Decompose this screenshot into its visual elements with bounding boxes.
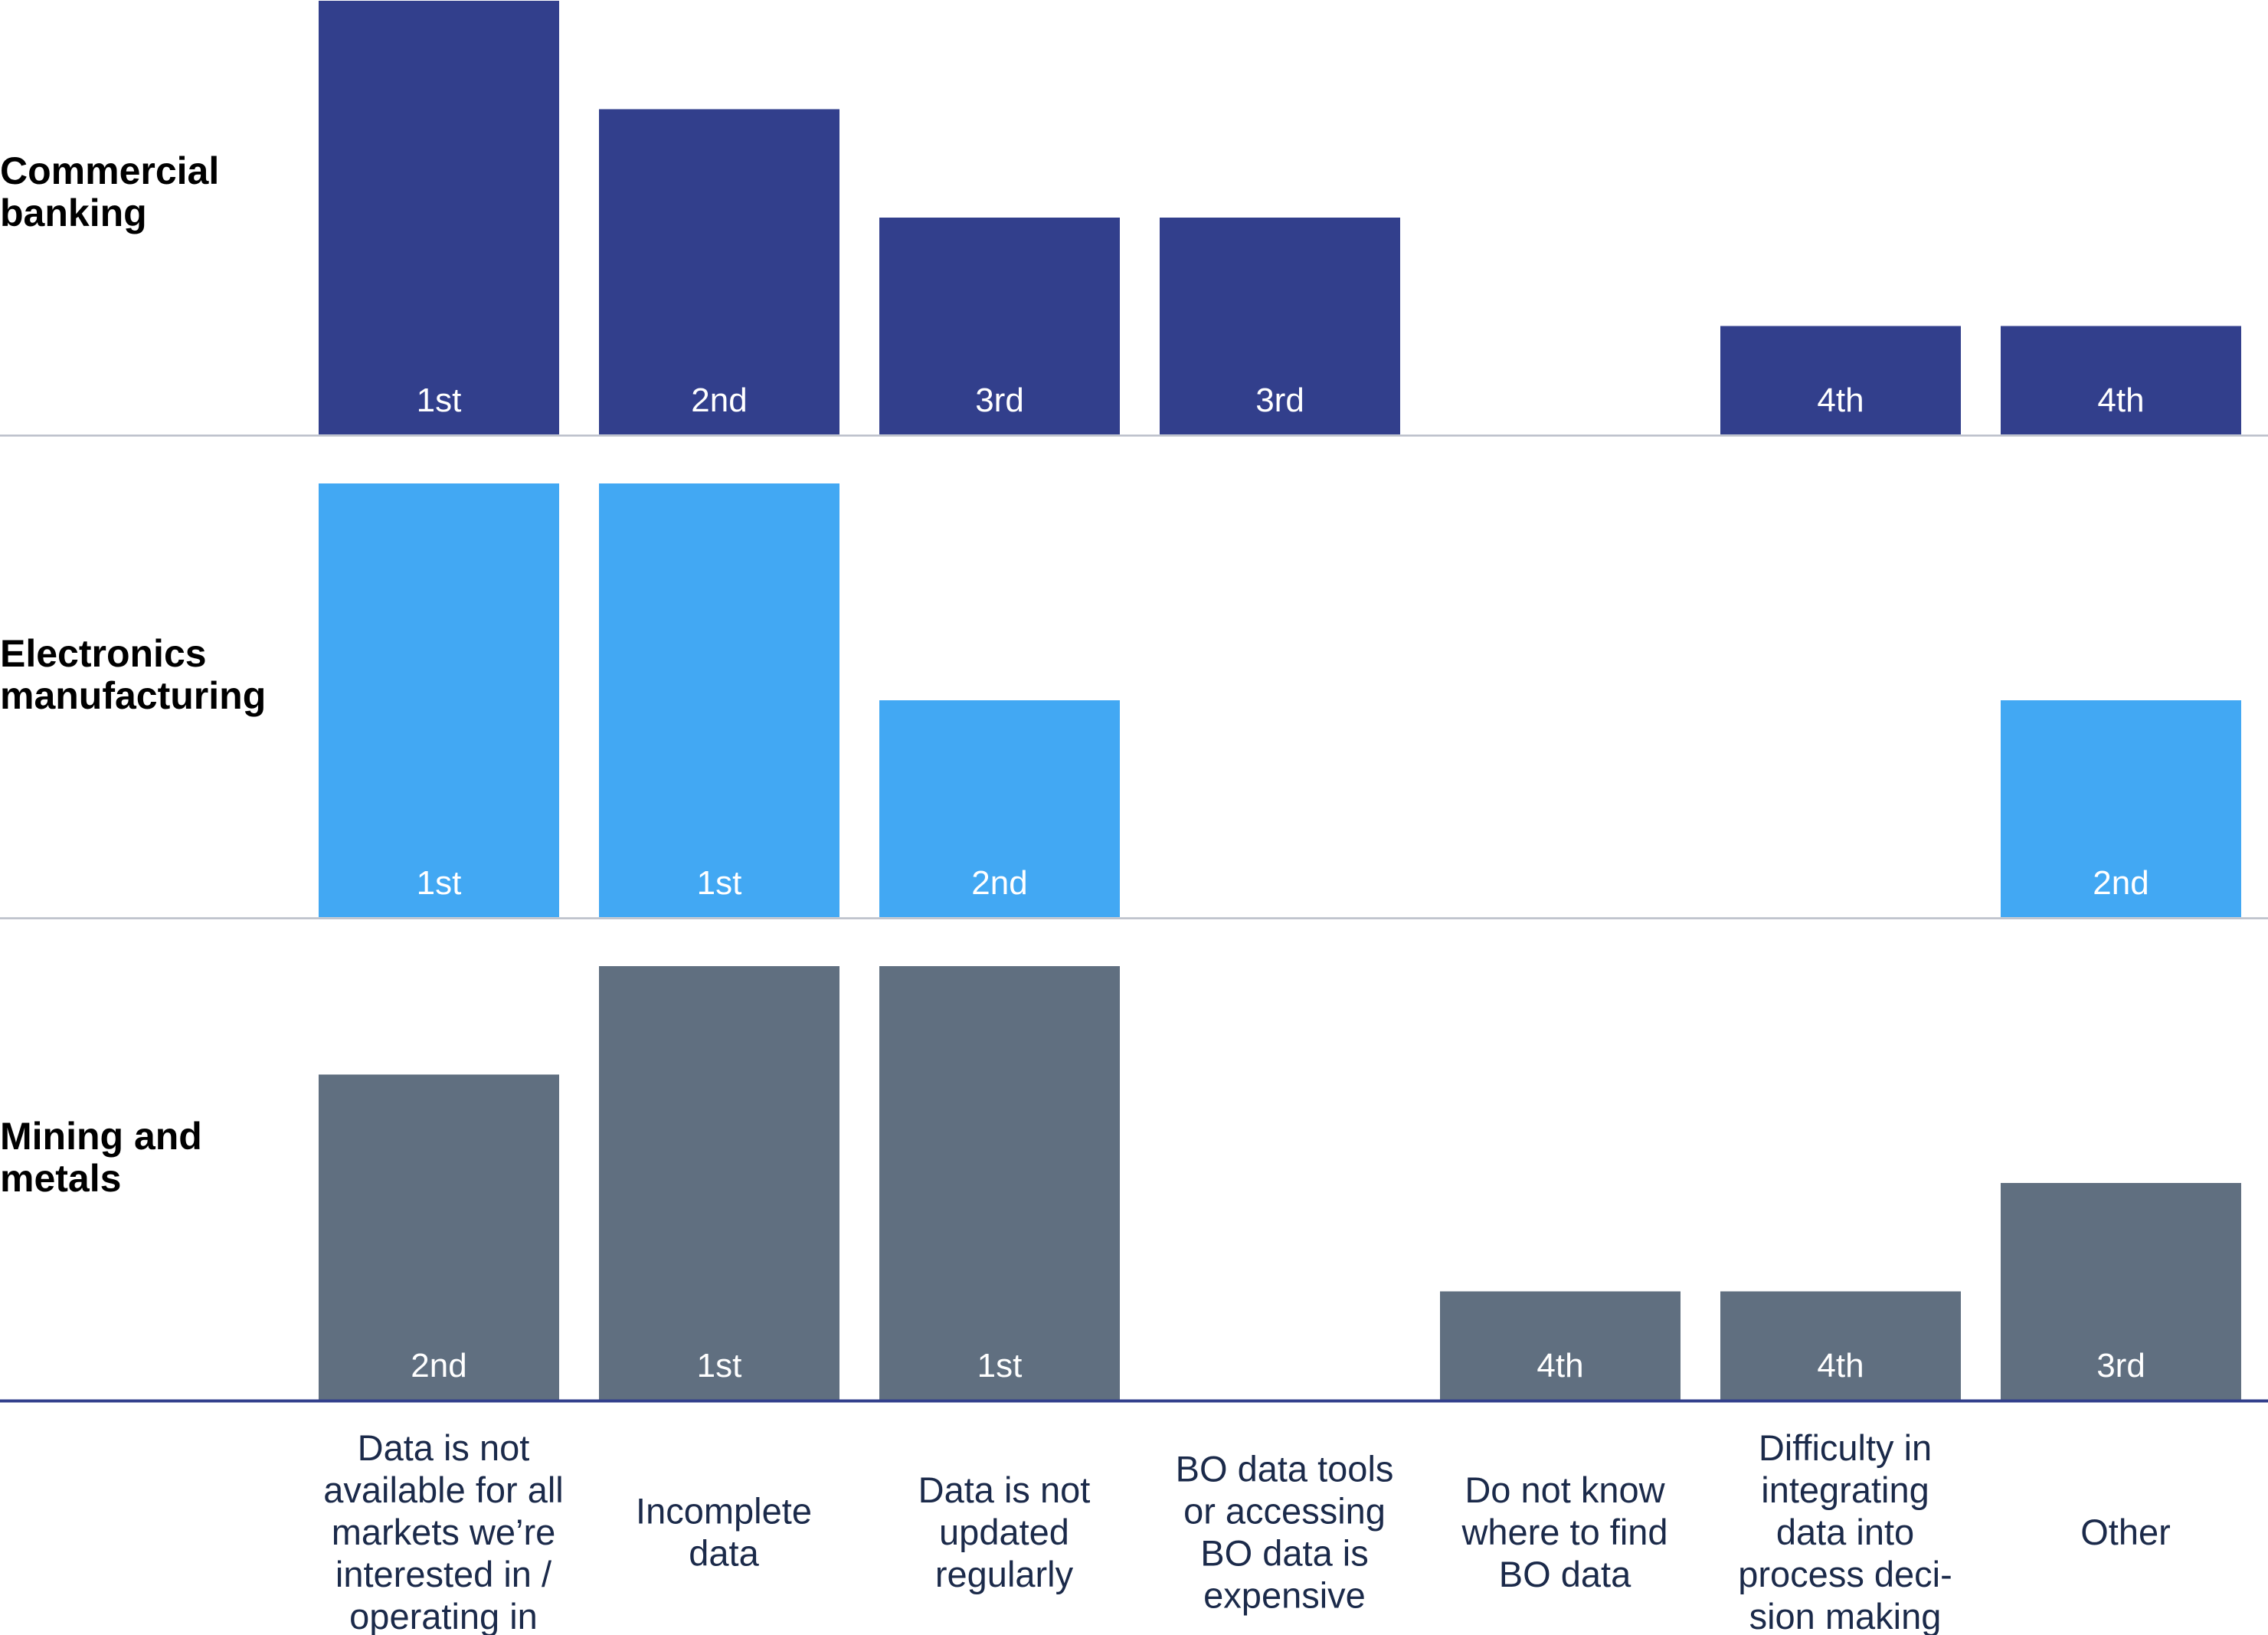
category-label-line: data [689, 1533, 759, 1574]
category-label-line: regularly [935, 1554, 1074, 1594]
row-1: Electronics manufacturing 1st 1st 2nd 2nd [0, 483, 2268, 919]
bar-rank-label: 4th [1817, 382, 1864, 419]
category-label-line: operating in [349, 1596, 538, 1635]
bar-1-2 [879, 700, 1120, 917]
bar-rank-label: 2nd [971, 864, 1027, 902]
category-label-line: BO data is [1200, 1533, 1368, 1574]
bar-2-5 [1720, 1291, 1961, 1400]
bar-0-1 [599, 109, 839, 434]
bar-2-0 [319, 1074, 559, 1400]
row-label-line: metals [0, 1157, 121, 1200]
bar-2-6 [2001, 1183, 2241, 1400]
row-0: Commercial banking 1st 2nd 3rd 3rd 4th 4th [0, 1, 2268, 437]
category-label-line: data into [1776, 1512, 1914, 1552]
category-label-line: integrating [1761, 1470, 1929, 1510]
category-label-1: Incomplete data [636, 1491, 812, 1574]
bar-rank-label: 3rd [1255, 382, 1304, 419]
bar-rank-label: 2nd [411, 1347, 466, 1384]
bar-1-6 [2001, 700, 2241, 917]
row-label-line: banking [0, 192, 147, 234]
category-label-line: BO data [1499, 1554, 1631, 1594]
row-label-line: Commercial [0, 149, 219, 192]
category-label-line: expensive [1203, 1575, 1366, 1616]
bar-2-4 [1440, 1291, 1681, 1400]
category-label-line: Other [2080, 1512, 2171, 1552]
category-label-6: Other [2080, 1512, 2171, 1552]
bar-0-6 [2001, 326, 2241, 434]
bar-0-3 [1160, 218, 1400, 434]
bar-0-0 [319, 1, 559, 434]
bar-rank-label: 4th [1817, 1347, 1864, 1384]
row-label-0: Commercial banking [0, 149, 219, 234]
category-label-line: Incomplete [636, 1491, 812, 1532]
bar-2-2 [879, 966, 1120, 1400]
category-label-line: updated [939, 1512, 1069, 1552]
category-label-line: BO data tools [1176, 1449, 1394, 1489]
bar-rank-label: 2nd [691, 382, 747, 419]
category-label-line: markets we’re [332, 1512, 556, 1552]
category-label-line: Difficulty in [1759, 1427, 1932, 1468]
category-label-5: Difficulty in integrating data into process… [1738, 1427, 1952, 1635]
category-label-line: or accessing [1183, 1491, 1386, 1532]
bar-rank-label: 4th [2097, 382, 2144, 419]
category-label-line: where to find [1461, 1512, 1667, 1552]
bar-rank-label: 1st [977, 1347, 1023, 1384]
bar-rank-label: 2nd [2093, 864, 2149, 902]
bar-rank-label: 3rd [975, 382, 1024, 419]
bar-rank-label: 3rd [2096, 1347, 2145, 1384]
category-label-line: sion making [1749, 1596, 1942, 1635]
category-label-4: Do not know where to find BO data [1461, 1470, 1667, 1594]
bar-rank-label: 1st [697, 1347, 742, 1384]
category-label-line: interested in / [335, 1554, 552, 1594]
row-label-1: Electronics manufacturing [0, 632, 266, 717]
category-label-line: Do not know [1465, 1470, 1665, 1510]
bar-1-1 [599, 483, 839, 917]
bar-rank-label: 1st [697, 864, 742, 902]
category-label-line: Data is not [358, 1427, 530, 1468]
category-labels: Data is not available for all markets we’r… [323, 1427, 2171, 1635]
row-label-line: Electronics [0, 632, 207, 675]
bar-rank-label: 1st [417, 864, 462, 902]
row-2: Mining and metals 2nd 1st 1st 4th 4th 3rd [0, 966, 2268, 1403]
row-label-2: Mining and metals [0, 1115, 202, 1200]
category-label-3: BO data tools or accessing BO data is expen… [1176, 1449, 1394, 1616]
category-label-line: Data is not [918, 1470, 1091, 1510]
category-label-0: Data is not available for all markets we’r… [323, 1427, 564, 1635]
bar-rank-label: 1st [417, 382, 462, 419]
chart-rows: Commercial banking 1st 2nd 3rd 3rd 4th 4th Elect… [0, 1, 2268, 1403]
row-label-line: manufacturing [0, 674, 266, 717]
bar-1-0 [319, 483, 559, 917]
bar-rank-label: 4th [1537, 1347, 1583, 1384]
category-label-line: available for all [323, 1470, 564, 1510]
bar-2-1 [599, 966, 839, 1400]
row-label-line: Mining and [0, 1115, 202, 1158]
category-label-2: Data is not updated regularly [918, 1470, 1091, 1594]
category-label-line: process deci- [1738, 1554, 1952, 1594]
bar-0-2 [879, 218, 1120, 434]
bar-0-5 [1720, 326, 1961, 434]
